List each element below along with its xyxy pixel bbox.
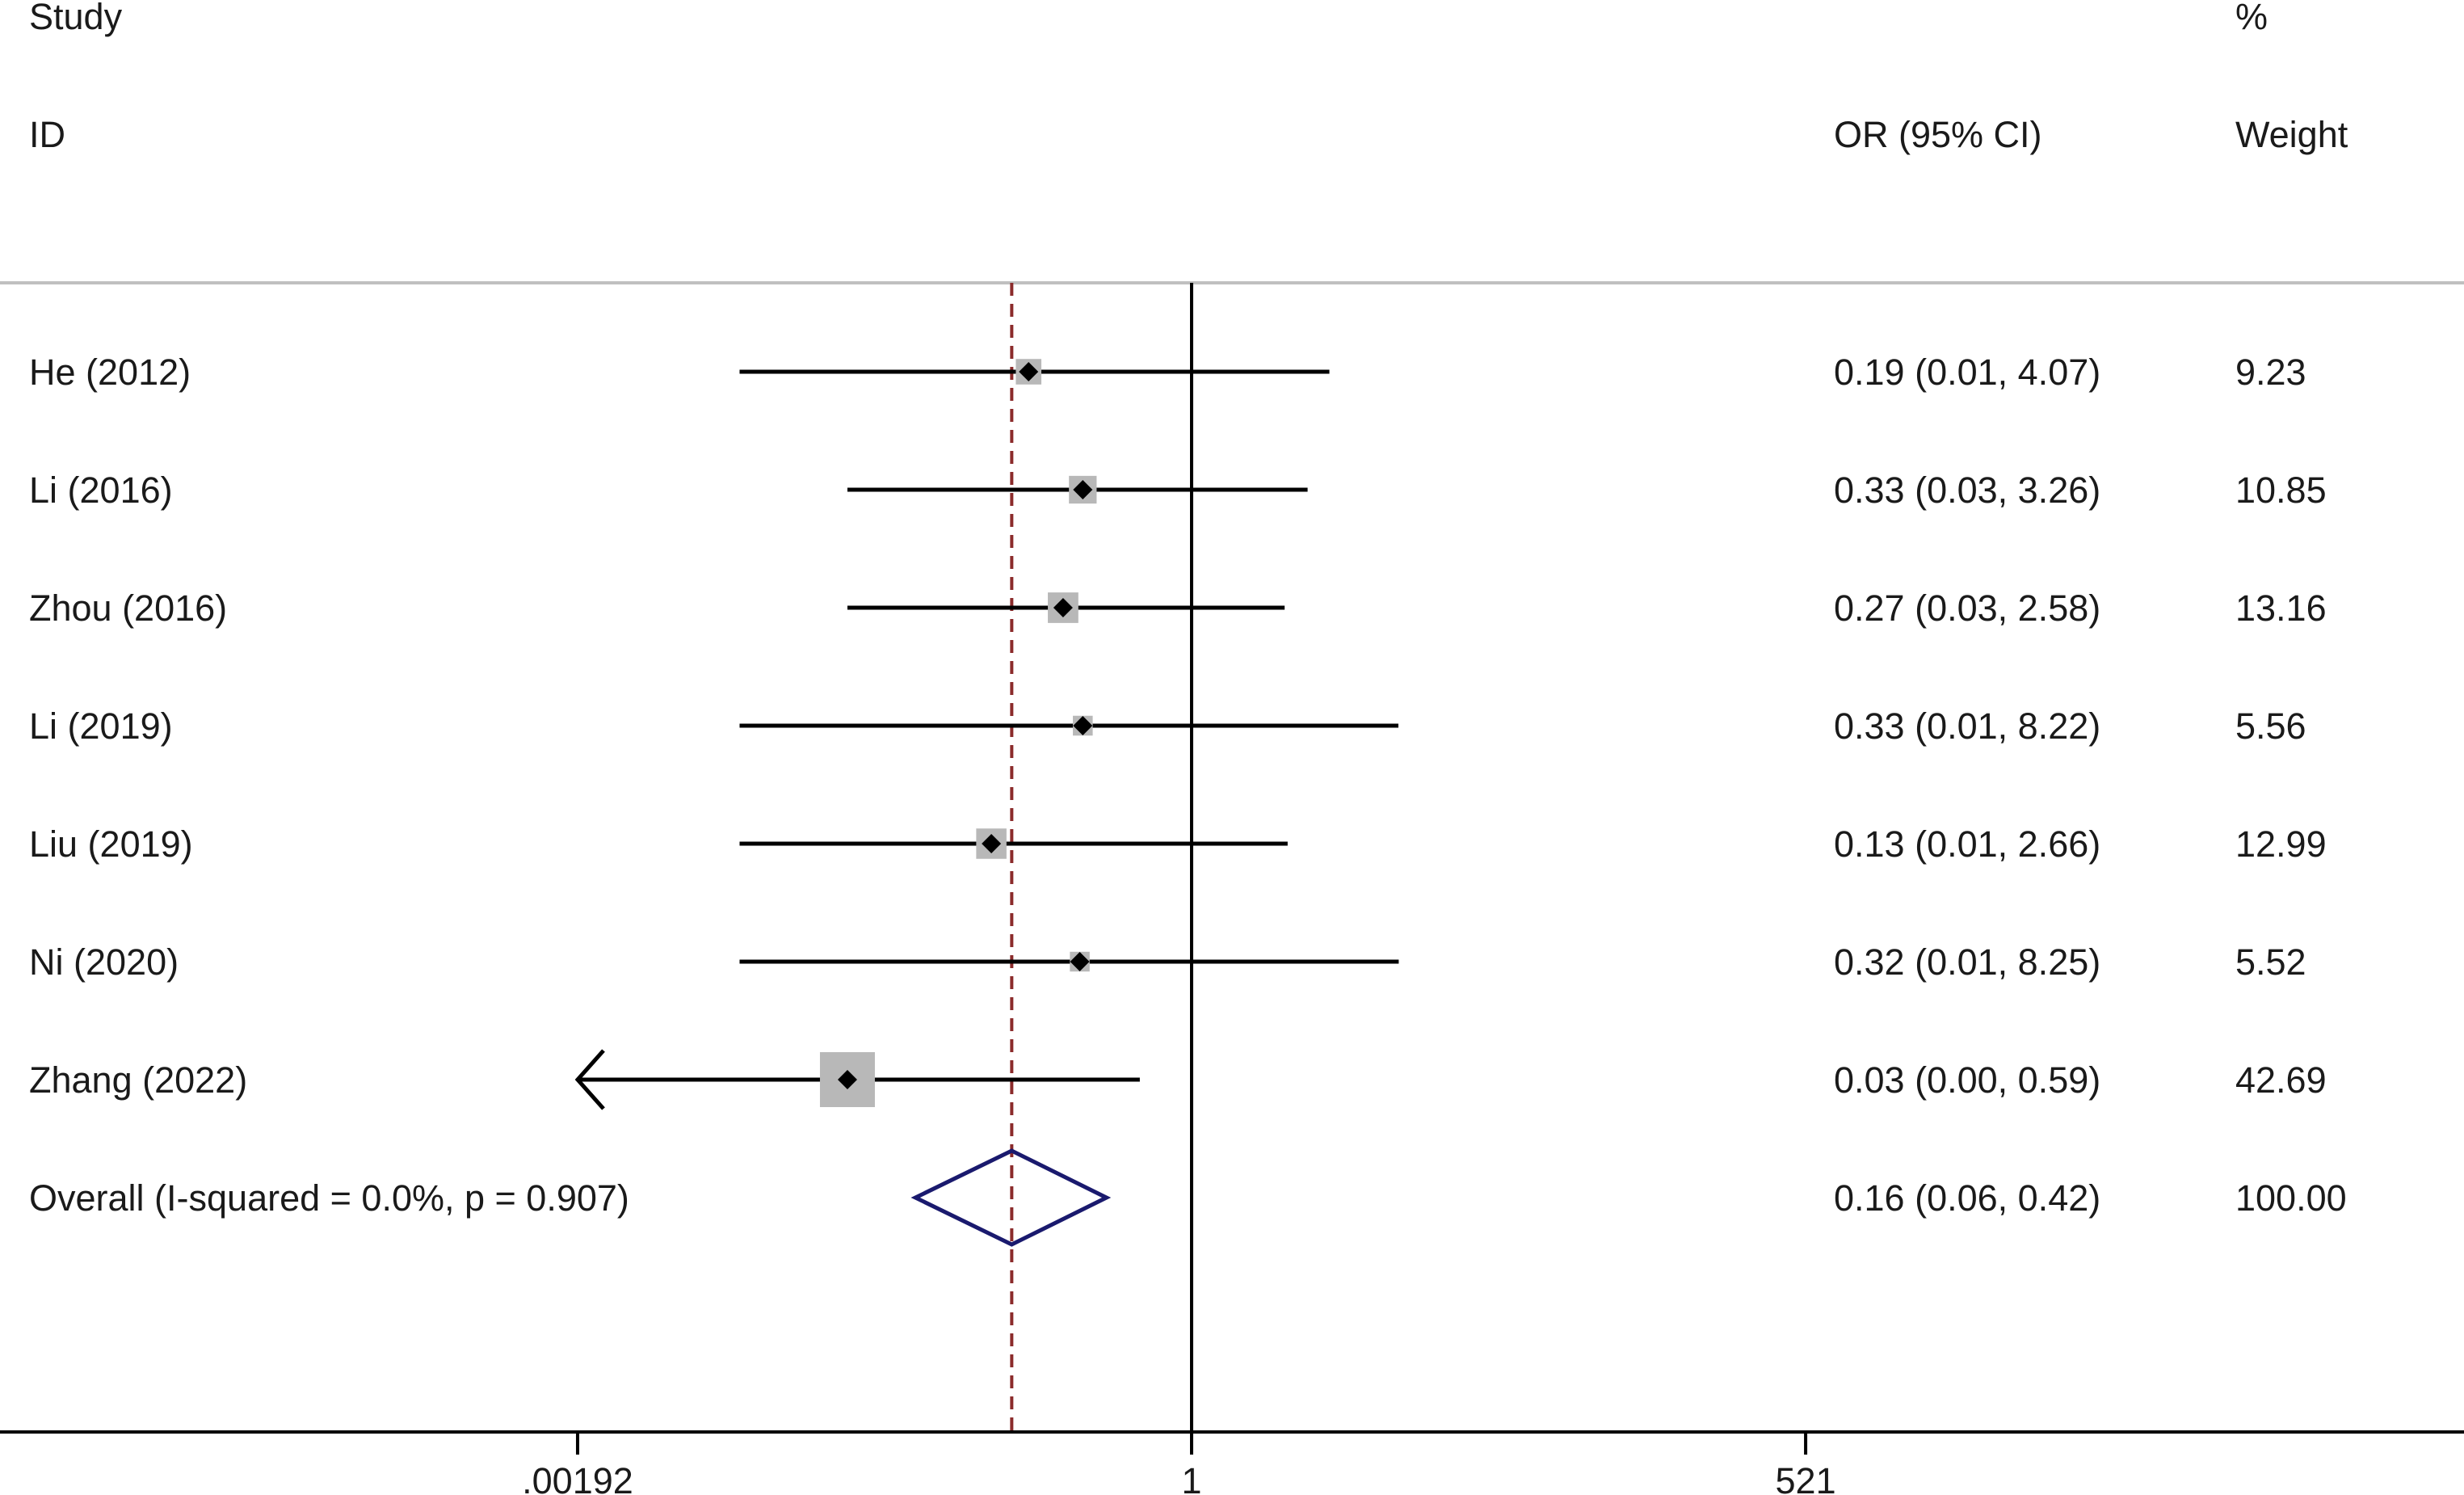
study-row: Li (2019) 0.33 (0.01, 8.22) 5.56 — [29, 705, 2306, 747]
study-weight: 9.23 — [2235, 352, 2306, 393]
study-row: Li (2016) 0.33 (0.03, 3.26) 10.85 — [29, 470, 2327, 511]
study-label: Zhou (2016) — [29, 587, 227, 629]
study-weight: 12.99 — [2235, 823, 2327, 865]
study-weight: 42.69 — [2235, 1059, 2327, 1101]
point-estimate — [1019, 362, 1039, 381]
study-label: Liu (2019) — [29, 823, 193, 865]
header-id: ID — [29, 114, 65, 155]
study-row: Liu (2019) 0.13 (0.01, 2.66) 12.99 — [29, 823, 2327, 865]
study-weight: 13.16 — [2235, 587, 2327, 629]
study-row: Zhou (2016) 0.27 (0.03, 2.58) 13.16 — [29, 587, 2327, 629]
point-estimate — [982, 834, 1002, 853]
study-row: Zhang (2022) 0.03 (0.00, 0.59) 42.69 — [29, 1049, 2327, 1110]
study-weight: 5.56 — [2235, 705, 2306, 747]
study-row: He (2012) 0.19 (0.01, 4.07) 9.23 — [29, 352, 2306, 393]
header-or-ci: OR (95% CI) — [1834, 114, 2042, 155]
overall-or-ci: 0.16 (0.06, 0.42) — [1834, 1177, 2100, 1219]
overall-row: Overall (I-squared = 0.0%, p = 0.907) 0.1… — [29, 1148, 2347, 1247]
study-label: Li (2019) — [29, 705, 173, 747]
x-tick-label: 1 — [1181, 1460, 1201, 1495]
x-tick-label: 521 — [1776, 1460, 1836, 1495]
study-or-ci: 0.03 (0.00, 0.59) — [1834, 1059, 2100, 1101]
overall-label: Overall (I-squared = 0.0%, p = 0.907) — [29, 1177, 629, 1219]
study-row: Ni (2020) 0.32 (0.01, 8.25) 5.52 — [29, 941, 2306, 983]
overall-diamond — [910, 1148, 1112, 1247]
study-or-ci: 0.27 (0.03, 2.58) — [1834, 587, 2100, 629]
point-estimate — [1070, 952, 1090, 971]
study-label: Ni (2020) — [29, 941, 179, 983]
study-weight: 5.52 — [2235, 941, 2306, 983]
point-estimate — [1073, 716, 1093, 735]
study-label: Li (2016) — [29, 470, 173, 511]
overall-weight: 100.00 — [2235, 1177, 2347, 1219]
study-label: He (2012) — [29, 352, 191, 393]
study-or-ci: 0.19 (0.01, 4.07) — [1834, 352, 2100, 393]
study-or-ci: 0.33 (0.01, 8.22) — [1834, 705, 2100, 747]
ci-truncation-arrow — [574, 1049, 605, 1110]
study-label: Zhang (2022) — [29, 1059, 247, 1101]
header-weight: Weight — [2235, 114, 2348, 155]
x-axis-ticks: .00192 1 521 — [522, 1432, 1836, 1495]
study-or-ci: 0.33 (0.03, 3.26) — [1834, 470, 2100, 511]
study-weight: 10.85 — [2235, 470, 2327, 511]
x-tick-label: .00192 — [522, 1460, 633, 1495]
header-percent: % — [2235, 0, 2268, 37]
study-or-ci: 0.32 (0.01, 8.25) — [1834, 941, 2100, 983]
point-estimate — [1073, 480, 1093, 499]
study-rows: He (2012) 0.19 (0.01, 4.07) 9.23 Li (2016) 0… — [29, 352, 2327, 1110]
study-or-ci: 0.13 (0.01, 2.66) — [1834, 823, 2100, 865]
point-estimate — [837, 1070, 857, 1089]
point-estimate — [1053, 598, 1073, 617]
header-study: Study — [29, 0, 123, 37]
